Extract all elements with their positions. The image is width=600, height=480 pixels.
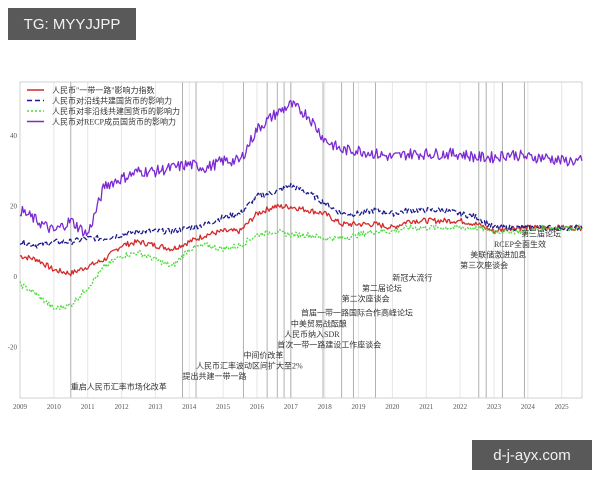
x-tick-label: 2020	[385, 403, 400, 411]
x-tick-label: 2023	[487, 403, 502, 411]
chart-legend: 人民币"一带一路"影响力指数人民币对沿线共建国货币的影响力人民币对非沿线共建国货…	[27, 85, 180, 127]
x-tick-label: 2018	[318, 403, 333, 411]
event-annotation: 第二届论坛	[362, 283, 402, 293]
x-tick-label: 2021	[419, 403, 434, 411]
x-tick-label: 2022	[453, 403, 468, 411]
series-lines	[19, 99, 583, 311]
event-annotation: 人民币纳入SDR	[284, 329, 340, 339]
legend-label: 人民币对非沿线共建国货币的影响力	[52, 106, 180, 116]
watermark-top-left: TG: MYYJJPP	[8, 8, 136, 40]
legend-label: 人民币"一带一路"影响力指数	[52, 85, 155, 95]
watermark-bottom-right: d-j-ayx.com	[472, 440, 592, 470]
x-tick-label: 2019	[352, 403, 367, 411]
event-annotation: 中间价改革	[243, 350, 283, 360]
event-annotation: 第三次座谈会	[460, 260, 508, 270]
event-annotation: RCEP全面生效	[494, 239, 546, 249]
y-axis-ticks: 40 20 0 -20	[8, 132, 18, 351]
event-annotation: 中美贸易战酝酿	[291, 318, 347, 328]
x-tick-label: 2009	[13, 403, 28, 411]
legend-label: 人民币对沿线共建国货币的影响力	[52, 96, 172, 106]
x-tick-label: 2013	[148, 403, 163, 411]
x-tick-label: 2025	[555, 403, 570, 411]
legend-label: 人民币对RECP成员国货币的影响力	[52, 117, 176, 127]
x-tick-label: 2010	[47, 403, 62, 411]
event-lines	[70, 82, 525, 398]
y-tick-label: 0	[14, 273, 18, 281]
x-tick-label: 2014	[182, 403, 197, 411]
y-tick-label: -20	[8, 343, 18, 351]
x-tick-label: 2015	[216, 403, 231, 411]
x-tick-label: 2017	[284, 403, 299, 411]
event-annotation: 首次一带一路建设工作座谈会	[277, 339, 381, 349]
event-annotations: 重启人民币汇率市场化改革提出共建一带一路人民币汇率波动区间扩大至2%中间价改革首…	[71, 229, 561, 392]
x-tick-label: 2012	[115, 403, 130, 411]
x-tick-label: 2016	[250, 403, 265, 411]
x-tick-label: 2024	[521, 403, 536, 411]
event-annotation: 首届一带一路国际合作高峰论坛	[301, 308, 413, 318]
event-annotation: 第二次座谈会	[342, 294, 390, 304]
x-tick-label: 2011	[81, 403, 95, 411]
event-annotation: 新冠大流行	[392, 273, 432, 283]
event-annotation: 提出共建一带一路	[183, 371, 247, 381]
event-annotation: 人民币汇率波动区间扩大至2%	[196, 361, 303, 371]
series-line	[19, 224, 583, 311]
plot-frame	[19, 81, 583, 399]
series-line	[19, 203, 583, 277]
y-tick-label: 40	[10, 132, 18, 140]
gridlines	[53, 82, 563, 398]
event-annotation: 第三届论坛	[521, 229, 561, 239]
event-annotation: 重启人民币汇率市场化改革	[71, 382, 167, 392]
y-tick-label: 20	[10, 203, 18, 211]
series-line	[19, 182, 583, 249]
series-line	[19, 99, 583, 237]
event-annotation: 美联储激进加息	[470, 250, 526, 260]
x-axis-ticks: 2009 2010 2011 2012 2013 2014 2015 2016 2017 2018…	[13, 403, 569, 411]
